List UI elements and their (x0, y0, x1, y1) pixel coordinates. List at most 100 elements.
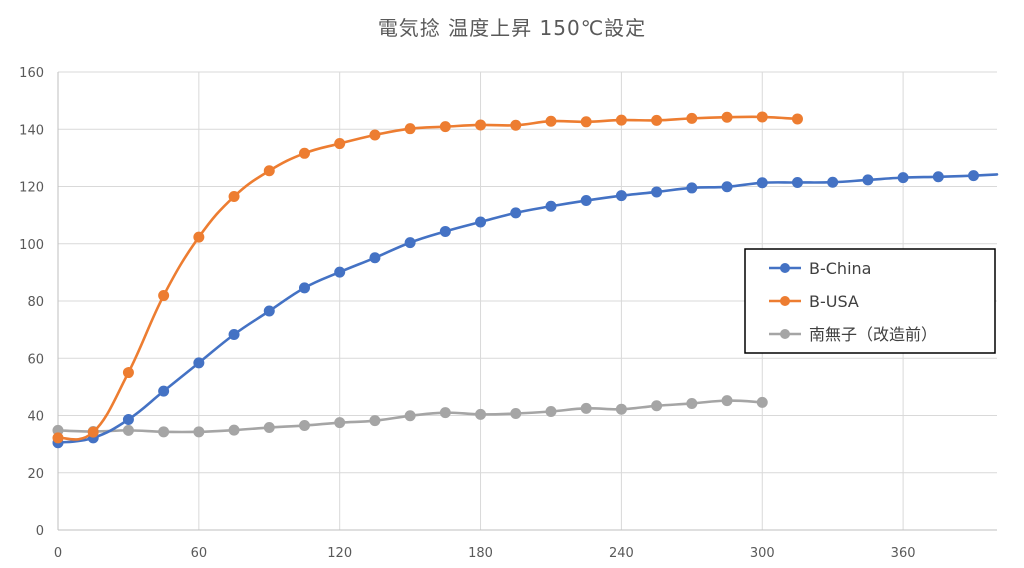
legend-label: 南無子（改造前） (809, 325, 937, 344)
y-tick-label: 20 (27, 467, 44, 482)
data-point (404, 410, 416, 422)
data-point (369, 129, 381, 141)
series-2 (52, 395, 768, 438)
y-tick-label: 120 (19, 181, 44, 196)
y-tick-label: 0 (36, 524, 44, 539)
data-point (756, 177, 768, 189)
x-tick-label: 360 (891, 546, 916, 561)
x-tick-label: 60 (191, 546, 208, 561)
data-point (298, 147, 310, 159)
y-tick-label: 40 (27, 410, 44, 425)
data-point (791, 176, 803, 188)
data-point (158, 290, 170, 302)
data-point (334, 138, 346, 150)
data-point (651, 114, 663, 126)
x-tick-label: 0 (54, 546, 62, 561)
data-point (439, 225, 451, 237)
legend-label: B-China (809, 259, 871, 278)
legend-item: B-USA (769, 292, 859, 311)
data-point (651, 186, 663, 198)
data-point (721, 395, 733, 407)
data-point (545, 200, 557, 212)
data-point (263, 165, 275, 177)
data-point (545, 405, 557, 417)
data-point (686, 182, 698, 194)
data-point (334, 266, 346, 278)
data-point (439, 121, 451, 133)
data-point (615, 114, 627, 126)
data-point (475, 408, 487, 420)
y-tick-label: 160 (19, 66, 44, 81)
data-point (475, 119, 487, 131)
legend-swatch-marker (780, 329, 790, 339)
series-line (56, 173, 999, 444)
data-point (580, 195, 592, 207)
data-point (791, 113, 803, 125)
data-point (756, 396, 768, 408)
y-tick-label: 60 (27, 352, 44, 367)
data-point (721, 111, 733, 123)
data-point (897, 172, 909, 184)
series-line (56, 115, 799, 441)
data-point (651, 400, 663, 412)
data-point (263, 305, 275, 317)
grid (58, 71, 997, 530)
data-point (122, 367, 134, 379)
series-group (52, 111, 999, 449)
data-point (228, 328, 240, 340)
data-point (298, 282, 310, 294)
data-point (404, 123, 416, 135)
legend-swatch-marker (780, 263, 790, 273)
data-point (439, 407, 451, 419)
series-1 (52, 111, 803, 444)
y-tick-label: 140 (19, 123, 44, 138)
data-point (369, 252, 381, 264)
data-point (686, 397, 698, 409)
data-point (686, 112, 698, 124)
data-point (404, 237, 416, 249)
data-point (193, 231, 205, 243)
data-point (580, 402, 592, 414)
data-point (228, 424, 240, 436)
series-0 (52, 170, 999, 449)
data-point (158, 426, 170, 438)
legend-item: B-China (769, 259, 871, 278)
data-point (369, 415, 381, 427)
chart-title: 電気捻 温度上昇 150℃設定 (377, 16, 647, 40)
data-point (263, 422, 275, 434)
data-point (615, 190, 627, 202)
data-point (756, 111, 768, 123)
x-tick-label: 180 (468, 546, 493, 561)
legend-item: 南無子（改造前） (769, 325, 937, 344)
legend-swatch-marker (780, 296, 790, 306)
legend-label: B-USA (809, 292, 859, 311)
data-point (193, 357, 205, 369)
data-point (932, 171, 944, 183)
legend: B-China B-USA 南無子（改造前） (744, 248, 996, 354)
y-tick-label: 100 (19, 238, 44, 253)
axes: 0 20 40 60 80 100 120 140 160 0 60 120 180 240 300 360 (19, 66, 997, 561)
data-point (334, 417, 346, 429)
data-point (862, 174, 874, 186)
data-point (122, 424, 134, 436)
data-point (721, 181, 733, 193)
x-tick-label: 120 (327, 546, 352, 561)
data-point (228, 191, 240, 203)
data-point (87, 426, 99, 438)
data-point (615, 403, 627, 415)
data-point (475, 216, 487, 228)
data-point (193, 426, 205, 438)
data-point (52, 432, 64, 444)
y-tick-label: 80 (27, 295, 44, 310)
data-point (545, 115, 557, 127)
data-point (298, 420, 310, 432)
x-tick-label: 240 (609, 546, 634, 561)
data-point (510, 207, 522, 219)
data-point (510, 408, 522, 419)
data-point (510, 119, 522, 131)
data-point (158, 385, 170, 397)
x-tick-label: 300 (750, 546, 775, 561)
data-point (580, 116, 592, 128)
